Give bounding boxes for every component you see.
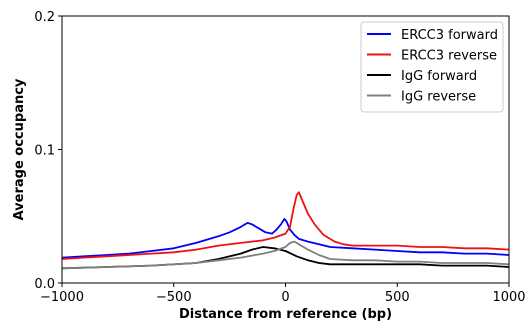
x-tick-label: 0: [281, 290, 289, 305]
plot-lines: [61, 191, 510, 270]
legend: ERCC3 forward ERCC3 reverse IgG forward IgG…: [360, 21, 504, 113]
legend-label: ERCC3 forward: [401, 28, 498, 43]
x-tick-label: −1000: [40, 290, 84, 305]
legend-label: IgG reverse: [401, 90, 476, 105]
x-tick-label: 500: [385, 290, 410, 305]
y-tick-label: 0.1: [34, 144, 55, 159]
series-line-ercc3-forward: [61, 217, 510, 259]
y-axis-label: Average occupancy: [12, 78, 27, 220]
x-tick-label: 1000: [492, 290, 525, 305]
x-tick-label: −500: [156, 290, 192, 305]
x-axis-label: Distance from reference (bp): [179, 307, 392, 322]
legend-label: ERCC3 reverse: [401, 49, 497, 64]
series-line-igg-forward: [61, 246, 510, 270]
y-tick-label: 0.2: [34, 10, 55, 25]
y-tick-label: 0.0: [34, 277, 55, 292]
axis-ticks: −1000 −500 0 500 1000 0.0 0.1 0.2: [34, 10, 525, 305]
series-line-igg-reverse: [61, 240, 510, 270]
legend-label: IgG forward: [401, 69, 477, 84]
series-line-ercc3-reverse: [61, 191, 510, 260]
legend-box: [360, 21, 504, 113]
